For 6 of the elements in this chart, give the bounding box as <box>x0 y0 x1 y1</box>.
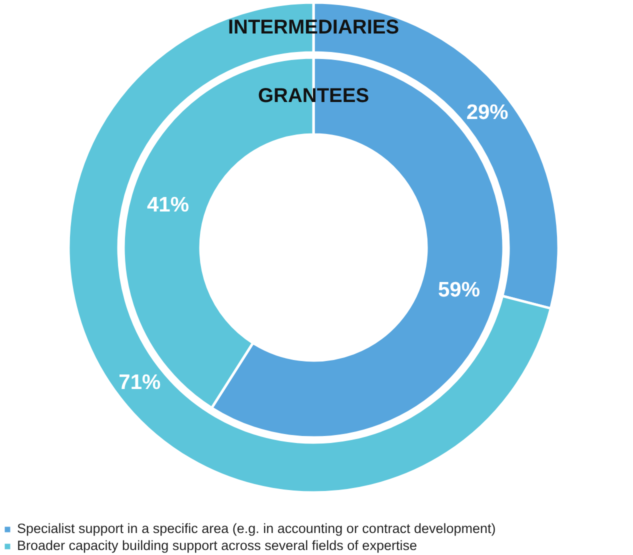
data-label: 71% <box>118 370 162 394</box>
data-label: 29% <box>466 101 509 124</box>
legend-label: Specialist support in a specific area (e.g. in accounting or contract development) <box>17 521 496 536</box>
legend-label: Broader capacity building support across several fields of expertise <box>17 538 417 553</box>
data-label: 59% <box>438 278 480 302</box>
data-label: 41% <box>147 194 190 217</box>
